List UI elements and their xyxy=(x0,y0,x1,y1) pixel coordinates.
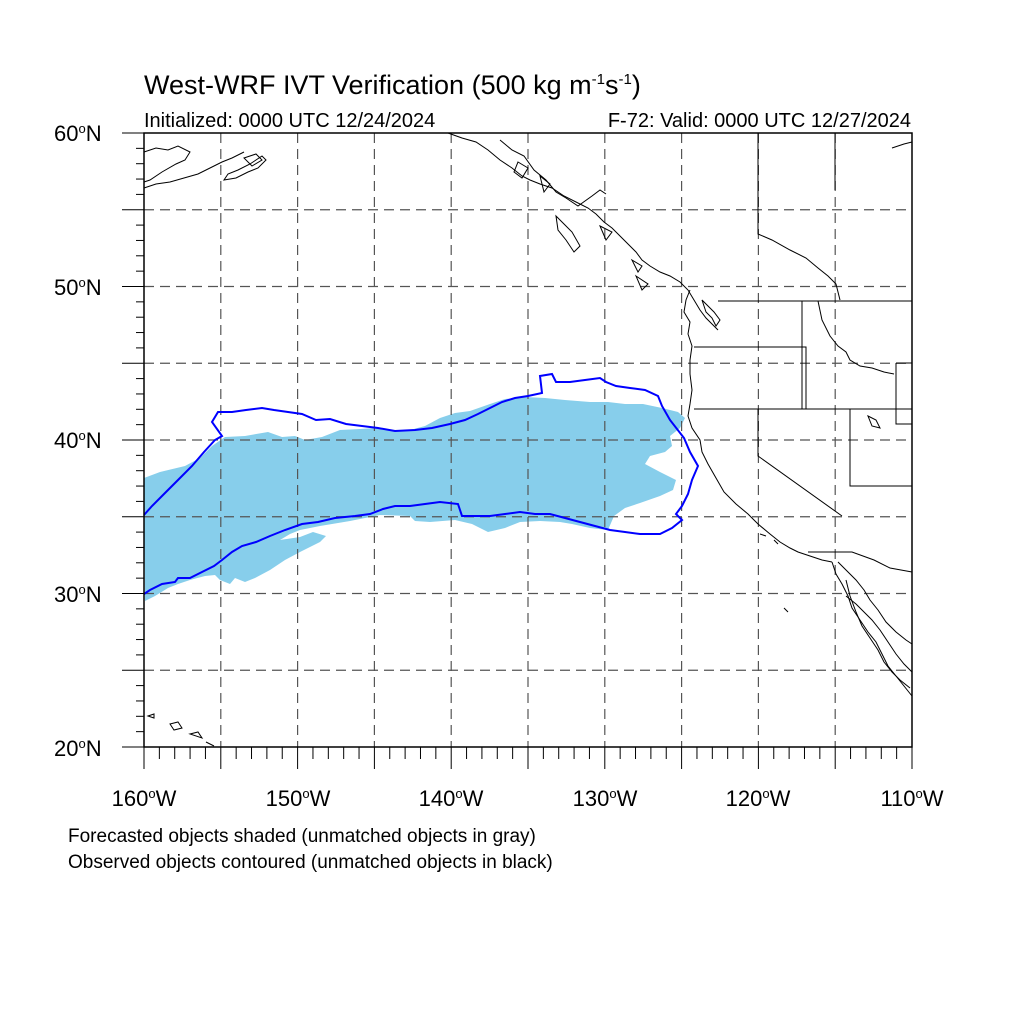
forecast-object-shaded xyxy=(144,397,685,601)
lon-label-130: 130oW xyxy=(572,786,638,811)
lat-label-30: 30oN xyxy=(54,582,102,607)
chart-title: West-WRF IVT Verification (500 kg m-1s-1… xyxy=(144,70,641,100)
init-time-label: Initialized: 0000 UTC 12/24/2024 xyxy=(144,110,436,132)
lon-label-140: 140oW xyxy=(418,786,484,811)
lon-label-160: 160oW xyxy=(111,786,177,811)
lat-label-40: 40oN xyxy=(54,428,102,453)
lat-label-50: 50oN xyxy=(54,275,102,300)
forecast-note: Forecasted objects shaded (unmatched obj… xyxy=(68,826,536,847)
observed-object-contour xyxy=(143,372,700,595)
axis-ticks xyxy=(122,132,913,769)
lat-label-60: 60oN xyxy=(54,121,102,146)
map-grid xyxy=(144,133,912,747)
lon-label-110: 110oW xyxy=(880,786,944,811)
coastlines xyxy=(143,132,913,747)
lat-label-20: 20oN xyxy=(54,736,102,761)
observed-note: Observed objects contoured (unmatched ob… xyxy=(68,852,553,873)
lon-label-120: 120oW xyxy=(725,786,791,811)
lon-label-150: 150oW xyxy=(265,786,331,811)
valid-time-label: F-72: Valid: 0000 UTC 12/27/2024 xyxy=(607,110,911,132)
